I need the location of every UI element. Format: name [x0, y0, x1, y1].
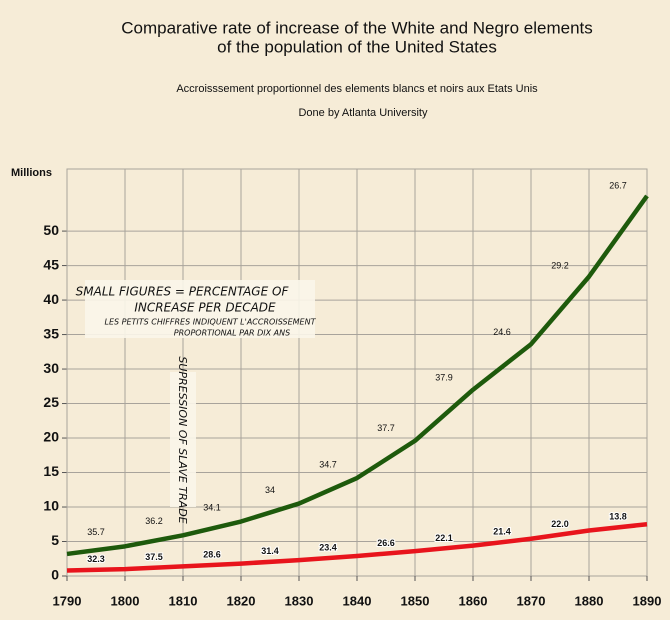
- x-tick-label: 1880: [575, 593, 604, 608]
- data-label: 22.1: [435, 533, 453, 543]
- y-tick-label: 25: [43, 394, 59, 410]
- chart-title: Comparative rate of increase of the Whit…: [121, 18, 593, 37]
- y-tick-label: 0: [51, 567, 59, 583]
- data-label: 37.9: [435, 373, 453, 383]
- data-label: 31.4: [261, 546, 279, 556]
- data-label: 34.1: [203, 503, 221, 513]
- data-label: 24.6: [493, 327, 511, 337]
- x-tick-label: 1840: [343, 593, 372, 608]
- data-label: 37.5: [145, 552, 163, 562]
- annotation-bg: [170, 372, 196, 507]
- data-label: 37.7: [377, 423, 395, 433]
- y-tick-label: 50: [43, 222, 59, 238]
- y-tick-label: 40: [43, 291, 59, 307]
- data-label: 34: [265, 485, 275, 495]
- x-tick-label: 1890: [633, 593, 662, 608]
- y-tick-label: 5: [51, 532, 59, 548]
- chart-title: of the population of the United States: [217, 37, 497, 56]
- x-tick-label: 1790: [53, 593, 82, 608]
- data-label: 13.8: [609, 512, 627, 522]
- data-label: 36.2: [145, 516, 163, 526]
- data-label: 26.6: [377, 538, 395, 548]
- annotation: SMALL FIGURES = PERCENTAGE OF INCREASE PE…: [76, 280, 317, 338]
- data-label: 35.7: [87, 527, 105, 537]
- line-series: [66, 522, 648, 573]
- subtitle: Accroisssement proportionnel des element…: [176, 83, 538, 95]
- y-tick-label: 45: [43, 256, 59, 272]
- x-tick-label: 1870: [517, 593, 546, 608]
- y-tick-label: 20: [43, 429, 59, 445]
- x-tick-label: 1810: [169, 593, 198, 608]
- y-tick-label: 10: [43, 498, 59, 514]
- annotation-text: LES PETITS CHIFFRES INDIQUENT L'ACCROISS…: [105, 318, 317, 327]
- data-label: 23.4: [319, 542, 337, 552]
- data-label: 32.3: [87, 554, 105, 564]
- data-label: 21.4: [493, 527, 511, 537]
- annotation-text: SMALL FIGURES = PERCENTAGE OF: [76, 285, 290, 299]
- y-tick-label: 15: [43, 463, 59, 479]
- data-label: 28.6: [203, 549, 221, 559]
- y-tick-label: 35: [43, 325, 59, 341]
- data-label: 34.7: [319, 460, 337, 470]
- data-label: 29.2: [551, 260, 569, 270]
- x-tick-label: 1800: [111, 593, 140, 608]
- annotation-text: PROPORTIONAL PAR DIX ANS: [174, 329, 290, 338]
- y-tick-label: 30: [43, 360, 59, 376]
- annotation-text: SUPRESSION OF SLAVE TRADE: [176, 356, 189, 523]
- x-tick-label: 1820: [227, 593, 256, 608]
- annotation-bg: [85, 280, 315, 338]
- annotation-text: INCREASE PER DECADE: [134, 301, 276, 315]
- data-label: 26.7: [609, 180, 627, 190]
- data-label: 22.0: [551, 519, 569, 529]
- y-axis-label: Millions: [11, 167, 52, 179]
- x-tick-label: 1860: [459, 593, 488, 608]
- x-tick-label: 1850: [401, 593, 430, 608]
- credit: Done by Atlanta University: [298, 107, 428, 119]
- line-series: [66, 194, 649, 557]
- x-tick-label: 1830: [285, 593, 314, 608]
